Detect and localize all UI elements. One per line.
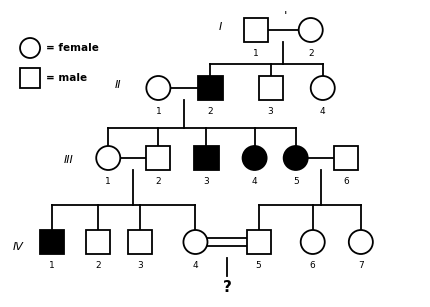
Text: 2: 2: [307, 49, 313, 58]
Circle shape: [298, 18, 322, 42]
Text: 6: 6: [309, 261, 315, 270]
Text: ': ': [283, 10, 287, 23]
Bar: [20, 68, 40, 88]
Text: 7: 7: [357, 261, 363, 270]
Text: 4: 4: [319, 107, 325, 116]
Circle shape: [310, 76, 334, 100]
Text: 1: 1: [252, 49, 258, 58]
Text: = female: = female: [46, 43, 99, 53]
Circle shape: [183, 230, 207, 254]
Bar: [194, 146, 218, 170]
Text: 2: 2: [207, 107, 213, 116]
Text: 1: 1: [49, 261, 55, 270]
Text: 3: 3: [137, 261, 143, 270]
Text: 1: 1: [105, 177, 111, 186]
Circle shape: [20, 38, 40, 58]
Text: IV: IV: [12, 242, 23, 252]
Bar: [40, 230, 64, 254]
Text: ?: ?: [222, 280, 231, 295]
Circle shape: [146, 76, 170, 100]
Text: 6: 6: [342, 177, 348, 186]
Text: 3: 3: [203, 177, 209, 186]
Text: III: III: [63, 155, 73, 165]
Circle shape: [96, 146, 120, 170]
Text: = male: = male: [46, 73, 87, 83]
Bar: [246, 230, 270, 254]
Circle shape: [348, 230, 372, 254]
Text: I: I: [218, 22, 221, 32]
Bar: [86, 230, 110, 254]
Text: 5: 5: [292, 177, 298, 186]
Bar: [198, 76, 222, 100]
Bar: [258, 76, 282, 100]
Text: 1: 1: [155, 107, 161, 116]
Circle shape: [283, 146, 307, 170]
Text: II: II: [115, 80, 121, 90]
Text: 4: 4: [251, 177, 257, 186]
Bar: [128, 230, 152, 254]
Bar: [146, 146, 170, 170]
Text: 2: 2: [155, 177, 161, 186]
Circle shape: [242, 146, 266, 170]
Text: 3: 3: [267, 107, 273, 116]
Text: 2: 2: [95, 261, 101, 270]
Text: 5: 5: [255, 261, 261, 270]
Bar: [333, 146, 357, 170]
Bar: [243, 18, 267, 42]
Circle shape: [300, 230, 324, 254]
Text: 4: 4: [192, 261, 198, 270]
